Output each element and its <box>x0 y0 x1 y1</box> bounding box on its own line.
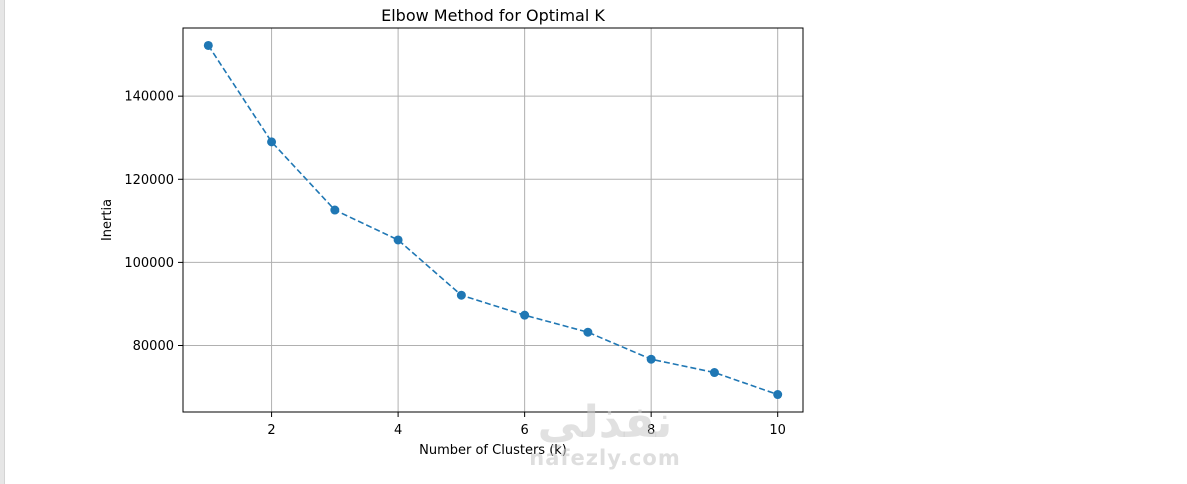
series-line <box>207 45 778 396</box>
data-point-k2 <box>267 137 277 147</box>
data-point-k10 <box>773 390 783 400</box>
data-point-k6 <box>520 310 530 320</box>
data-point-k5 <box>456 290 466 300</box>
data-point-k4 <box>393 235 403 245</box>
y-tick-label: 120000 <box>124 173 174 188</box>
x-tick-label: 8 <box>647 423 655 438</box>
x-tick-label: 4 <box>394 423 402 438</box>
data-point-k9 <box>709 368 719 378</box>
x-tick-label: 10 <box>769 423 786 438</box>
y-tick-label: 100000 <box>124 256 174 271</box>
data-point-k3 <box>330 205 340 215</box>
y-axis-label: Inertia <box>100 199 115 241</box>
data-point-k1 <box>203 40 213 50</box>
y-tick-label: 80000 <box>133 339 174 354</box>
y-tick-label: 140000 <box>124 90 174 105</box>
grid-layer <box>183 28 803 412</box>
plot-frame <box>182 27 804 413</box>
left-window-edge <box>0 0 5 484</box>
x-tick-label: 2 <box>267 423 275 438</box>
x-axis-label: Number of Clusters (k) <box>419 443 567 458</box>
marker-layer <box>203 40 783 400</box>
x-tick-label: 6 <box>520 423 528 438</box>
data-point-k8 <box>646 354 656 364</box>
chart-title: Elbow Method for Optimal K <box>381 6 605 25</box>
tick-layer: 2 4 6 8 10 80000 100000 120000 140000 <box>124 90 786 438</box>
data-point-k7 <box>583 327 593 337</box>
